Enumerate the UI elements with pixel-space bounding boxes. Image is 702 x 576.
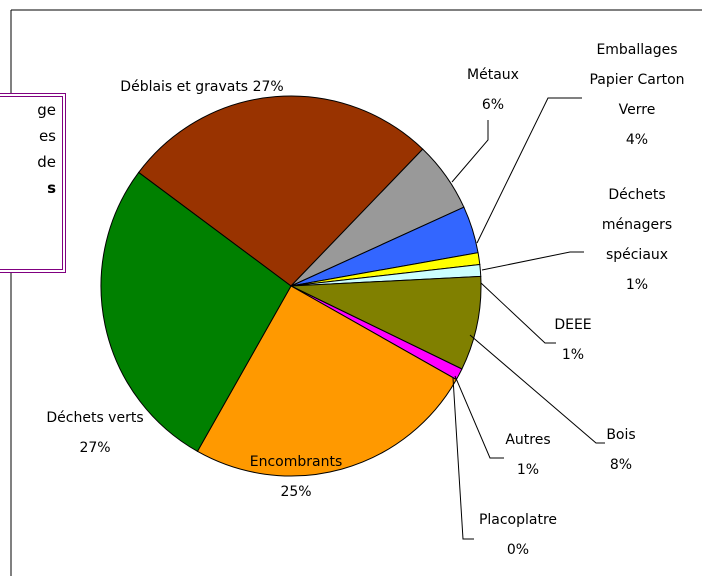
value-label: 25%	[280, 484, 312, 500]
category-label: Emballages Papier Carton Verre	[589, 42, 685, 118]
leader-line	[480, 282, 556, 344]
category-label: Encombrants	[249, 454, 343, 470]
pie-slice	[290, 275, 482, 370]
value-label: 4%	[625, 132, 649, 148]
category-label: Déblais et gravats	[120, 79, 249, 95]
pie-slice	[137, 95, 424, 287]
slice-label: Déchets verts 27%	[25, 403, 165, 463]
note-line: de	[37, 153, 56, 171]
slice-label: Autres 1%	[493, 425, 563, 485]
slice-label: Emballages Papier Carton Verre 4%	[577, 35, 697, 155]
value-label: 27%	[79, 440, 111, 456]
slice-label: Métaux 6%	[453, 60, 533, 120]
value-label: 0%	[506, 542, 530, 558]
slice-label: Encombrants 25%	[226, 447, 366, 507]
category-label: DEEE	[554, 317, 592, 333]
category-label: Déchets ménagers spéciaux	[601, 187, 673, 263]
category-label: Métaux	[467, 67, 519, 83]
value-label: 1%	[625, 277, 649, 293]
slice-label: Bois 8%	[591, 420, 651, 480]
slice-label: Placoplatre 0%	[463, 505, 573, 565]
pie-slice	[100, 171, 292, 453]
category-label: Déchets verts	[46, 410, 144, 426]
category-label: Autres	[505, 432, 551, 448]
leader-line	[476, 97, 582, 244]
pie-slice	[196, 285, 458, 477]
leader-line	[451, 120, 489, 183]
category-label: Bois	[606, 427, 636, 443]
leader-line	[454, 375, 504, 459]
note-line: ge	[37, 101, 56, 119]
slice-label: Déchets ménagers spéciaux 1%	[592, 180, 682, 300]
leader-line	[469, 334, 605, 444]
value-label: 1%	[516, 462, 540, 478]
slice-label: Déblais et gravats 27%	[72, 72, 332, 102]
side-note: ge es de s	[0, 93, 66, 273]
leader-line	[481, 251, 584, 271]
value-label: 27%	[252, 79, 284, 95]
slice-label: DEEE 1%	[543, 310, 603, 370]
leader-line	[452, 377, 474, 540]
value-label: 1%	[561, 347, 585, 363]
note-line: s	[47, 179, 56, 197]
value-label: 8%	[609, 457, 633, 473]
category-label: Placoplatre	[478, 512, 558, 528]
value-label: 6%	[481, 97, 505, 113]
note-line: es	[38, 127, 56, 145]
